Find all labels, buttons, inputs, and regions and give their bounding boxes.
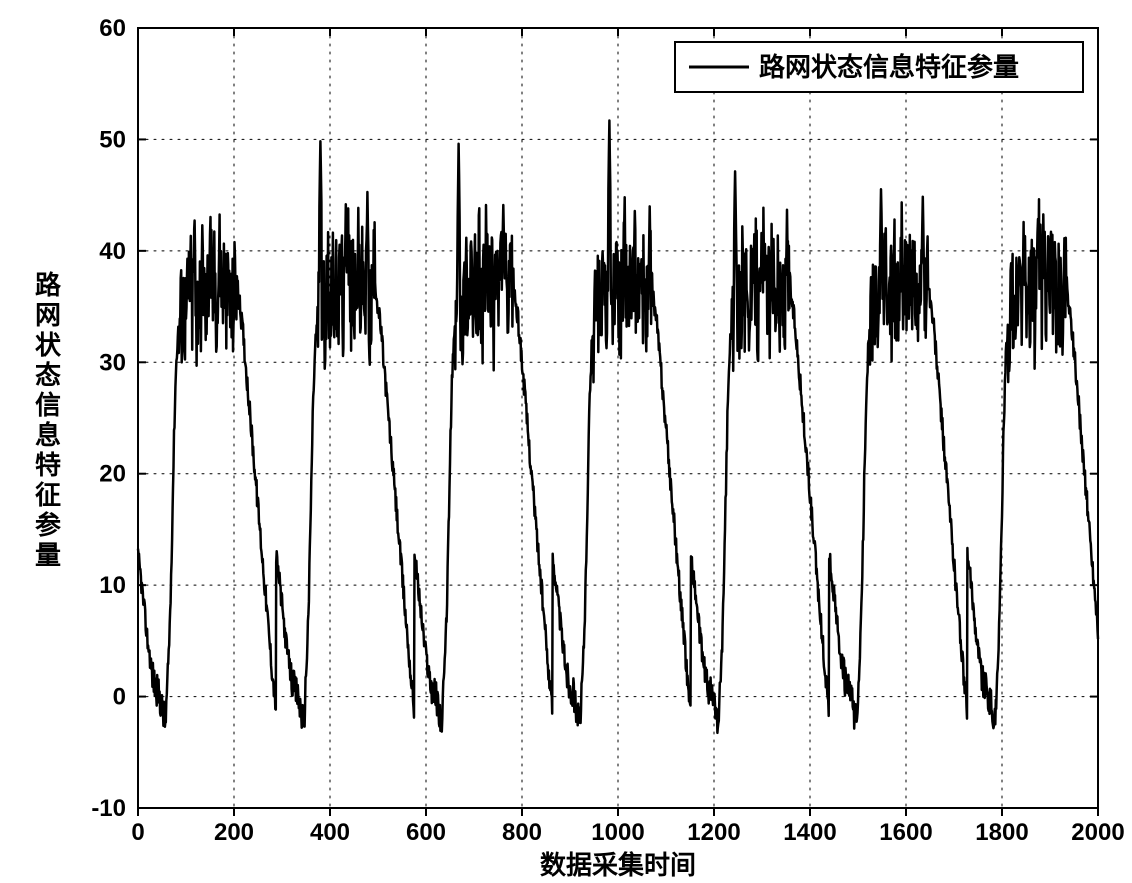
timeseries-chart: 0200400600800100012001400160018002000-10… [0,0,1132,883]
svg-text:1000: 1000 [591,819,644,846]
svg-text:1200: 1200 [687,819,740,846]
svg-text:特: 特 [35,450,61,480]
svg-text:200: 200 [214,819,254,846]
svg-text:路: 路 [35,270,62,300]
y-axis-label: 路网状态信息特征参量 [35,270,62,570]
svg-text:1600: 1600 [879,819,932,846]
svg-text:60: 60 [99,15,126,42]
svg-text:800: 800 [502,819,542,846]
x-axis-label: 数据采集时间 [540,850,696,880]
svg-text:态: 态 [35,360,61,390]
svg-text:状: 状 [35,331,62,360]
svg-text:参: 参 [35,510,61,540]
svg-text:信: 信 [35,391,61,420]
svg-text:0: 0 [131,819,144,846]
svg-text:400: 400 [310,819,350,846]
svg-text:10: 10 [99,572,126,599]
svg-text:-10: -10 [91,795,126,822]
svg-text:50: 50 [99,126,126,153]
svg-text:网: 网 [35,301,61,330]
svg-text:息: 息 [35,420,61,450]
chart-container: 0200400600800100012001400160018002000-10… [0,0,1132,883]
svg-text:征: 征 [35,481,61,510]
svg-text:40: 40 [99,238,126,265]
svg-text:2000: 2000 [1071,819,1124,846]
svg-text:量: 量 [35,541,61,570]
svg-text:20: 20 [99,461,126,488]
svg-text:1400: 1400 [783,819,836,846]
svg-text:1800: 1800 [975,819,1028,846]
svg-text:30: 30 [99,349,126,376]
svg-text:600: 600 [406,819,446,846]
svg-text:0: 0 [113,684,126,711]
legend-label: 路网状态信息特征参量 [759,52,1019,82]
